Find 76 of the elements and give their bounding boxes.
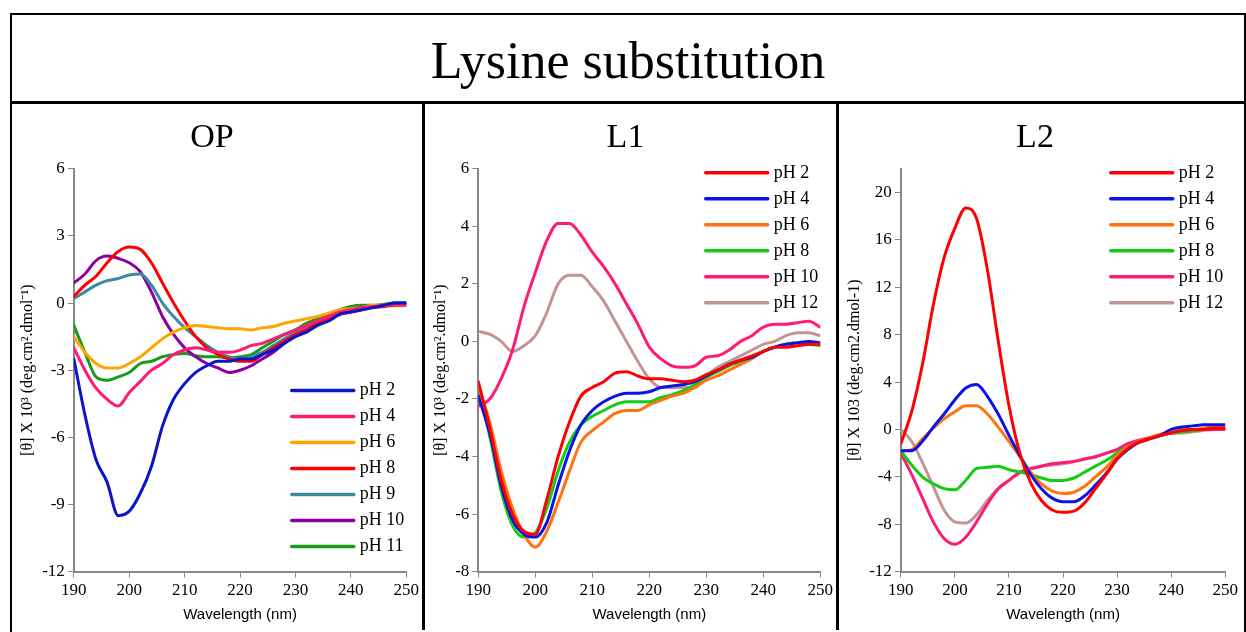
legend-label: pH 2 xyxy=(1178,161,1215,182)
y-tick-label: 3 xyxy=(56,225,65,245)
y-tick-label: -2 xyxy=(455,388,470,408)
y-tick-label: -3 xyxy=(50,359,65,379)
y-tick-label: 6 xyxy=(56,158,65,178)
x-tick-label: 200 xyxy=(942,580,968,600)
legend-label: pH 10 xyxy=(773,265,819,286)
x-tick-label: 210 xyxy=(171,580,198,600)
x-tick-label: 200 xyxy=(116,580,143,600)
y-tick-label: -9 xyxy=(50,493,65,513)
x-tick-label: 250 xyxy=(807,580,833,600)
x-tick-label: 250 xyxy=(393,580,419,600)
y-tick-label: 12 xyxy=(874,276,892,296)
y-tick-label: 2 xyxy=(460,273,470,293)
y-tick-label: 4 xyxy=(460,215,470,235)
legend-label: pH 4 xyxy=(359,405,396,426)
y-tick-label: -6 xyxy=(50,426,65,446)
legend-label: pH 8 xyxy=(359,457,396,478)
y-tick-label: -12 xyxy=(42,561,65,581)
text: Lysine substitution xyxy=(12,15,1244,104)
y-tick-label: -8 xyxy=(455,561,470,581)
y-tick-label: 20 xyxy=(874,181,892,201)
y-axis-title: [θ] X 10³ (deg.cm².dmol⁻¹) xyxy=(430,284,449,456)
x-tick-label: 240 xyxy=(338,580,364,600)
x-axis-title: Wavelength (nm) xyxy=(592,605,707,623)
x-tick-label: 190 xyxy=(888,580,914,600)
y-tick-label: 6 xyxy=(460,158,470,178)
x-axis-title: Wavelength (nm) xyxy=(183,605,297,623)
x-tick-label: 190 xyxy=(61,580,87,600)
legend-label: pH 6 xyxy=(1178,213,1215,234)
y-axis-title: [θ] X 103 (deg.cm2.dmol-1) xyxy=(844,279,863,461)
x-tick-label: 210 xyxy=(996,580,1022,600)
legend-label: pH 11 xyxy=(359,535,404,556)
y-tick-label: -6 xyxy=(455,503,470,523)
y-tick-label: -4 xyxy=(877,466,893,486)
legend-label: pH 8 xyxy=(773,239,810,260)
y-axis-title: [θ] X 10³ (deg.cm².dmol⁻¹) xyxy=(17,284,36,456)
legend-label: pH 10 xyxy=(1178,265,1224,286)
legend-label: pH 8 xyxy=(1178,239,1215,260)
y-tick-label: 0 xyxy=(883,418,892,438)
x-tick-label: 250 xyxy=(1212,580,1238,600)
chart-title: L1 xyxy=(606,117,645,155)
chart-title: L2 xyxy=(1016,117,1054,155)
y-tick-label: 4 xyxy=(883,371,893,391)
legend-label: pH 12 xyxy=(773,291,819,312)
y-tick-label: 16 xyxy=(874,229,892,249)
legend-label: pH 10 xyxy=(359,509,405,530)
x-tick-label: 210 xyxy=(579,580,606,600)
x-tick-label: 230 xyxy=(1104,580,1130,600)
legend-label: pH 2 xyxy=(773,161,810,182)
x-tick-label: 200 xyxy=(522,580,549,600)
y-tick-label: 0 xyxy=(56,292,65,312)
legend-label: pH 6 xyxy=(773,213,810,234)
y-tick-label: -12 xyxy=(869,561,892,581)
x-tick-label: 220 xyxy=(636,580,663,600)
x-tick-label: 230 xyxy=(693,580,720,600)
x-tick-label: 190 xyxy=(465,580,492,600)
legend-label: pH 4 xyxy=(773,187,810,208)
legend-label: pH 4 xyxy=(1178,187,1215,208)
y-tick-label: 8 xyxy=(883,324,892,344)
y-tick-label: -4 xyxy=(455,445,470,465)
y-tick-label: -8 xyxy=(877,513,892,533)
legend-label: pH 12 xyxy=(1178,291,1224,312)
x-tick-label: 220 xyxy=(1050,580,1076,600)
line-series xyxy=(900,206,1226,514)
y-tick-label: 0 xyxy=(460,330,470,350)
legend-label: pH 2 xyxy=(359,379,396,400)
line-series xyxy=(73,302,407,408)
x-tick-label: 240 xyxy=(750,580,777,600)
chart-title: OP xyxy=(190,117,234,155)
x-tick-label: 240 xyxy=(1158,580,1184,600)
x-tick-label: 230 xyxy=(282,580,309,600)
x-tick-label: 220 xyxy=(227,580,253,600)
legend-label: pH 9 xyxy=(359,483,396,504)
legend-label: pH 6 xyxy=(359,431,396,452)
x-axis-title: Wavelength (nm) xyxy=(1006,605,1120,623)
